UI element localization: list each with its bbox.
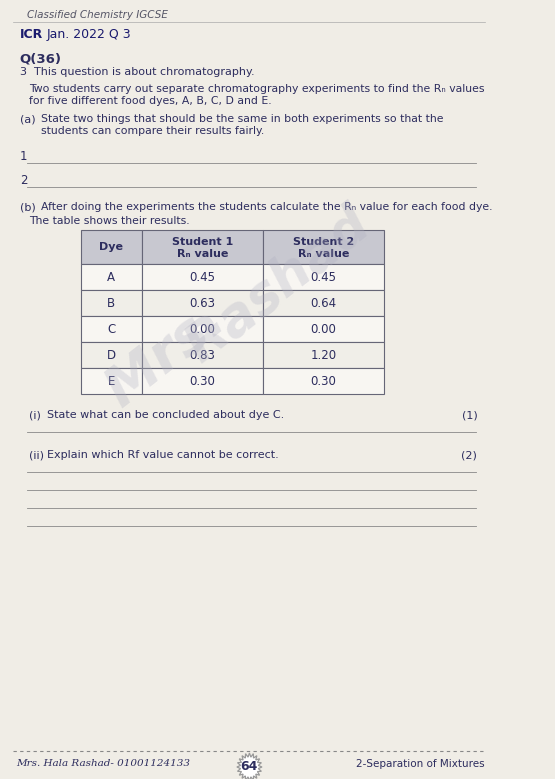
Text: 0.30: 0.30 (310, 375, 336, 387)
Text: Two students carry out separate chromatography experiments to find the Rₙ values: Two students carry out separate chromato… (29, 84, 484, 94)
Bar (142, 230, 263, 264)
Bar (142, 290, 263, 316)
Text: Mrs.: Mrs. (95, 291, 236, 418)
Text: A: A (107, 270, 115, 284)
Bar (81, 368, 142, 394)
Bar (81, 342, 142, 368)
Text: 0.00: 0.00 (310, 323, 336, 336)
Text: After doing the experiments the students calculate the Rₙ value for each food dy: After doing the experiments the students… (41, 202, 493, 212)
Text: 3  This question is about chromatography.: 3 This question is about chromatography. (20, 67, 254, 77)
Bar (263, 342, 384, 368)
Text: Student 2: Student 2 (293, 237, 354, 247)
Text: 2-Separation of Mixtures: 2-Separation of Mixtures (356, 759, 485, 769)
Bar (142, 316, 263, 342)
Text: State two things that should be the same in both experiments so that the: State two things that should be the same… (41, 114, 444, 124)
Text: 0.83: 0.83 (189, 348, 215, 361)
Bar (263, 230, 384, 264)
Text: E: E (108, 375, 115, 387)
Bar (81, 316, 142, 342)
Text: (1): (1) (462, 410, 477, 420)
Text: C: C (107, 323, 115, 336)
Text: (a): (a) (20, 114, 36, 124)
Text: B: B (107, 297, 115, 309)
Text: Classified Chemistry IGCSE: Classified Chemistry IGCSE (27, 10, 168, 20)
Text: State what can be concluded about dye C.: State what can be concluded about dye C. (47, 410, 284, 420)
Text: 0.45: 0.45 (189, 270, 215, 284)
Text: for five different food dyes, A, B, C, D and E.: for five different food dyes, A, B, C, D… (29, 96, 271, 106)
Text: 64: 64 (241, 760, 258, 774)
Bar (263, 264, 384, 290)
Text: Student 1: Student 1 (171, 237, 233, 247)
Text: 0.45: 0.45 (310, 270, 336, 284)
Bar (142, 342, 263, 368)
Text: 1.20: 1.20 (310, 348, 336, 361)
Text: Q(36): Q(36) (20, 52, 62, 65)
Text: Dye: Dye (99, 242, 123, 252)
Text: 0.00: 0.00 (189, 323, 215, 336)
Text: Rₙ value: Rₙ value (298, 249, 349, 259)
Bar (81, 290, 142, 316)
Bar (81, 230, 142, 264)
Text: (i): (i) (29, 410, 41, 420)
Bar (263, 368, 384, 394)
Text: ICR: ICR (20, 28, 43, 41)
Text: 0.30: 0.30 (189, 375, 215, 387)
Text: Rashad: Rashad (176, 197, 380, 372)
Bar (263, 316, 384, 342)
Text: (ii): (ii) (29, 450, 44, 460)
Bar (142, 264, 263, 290)
Text: Explain which Rf value cannot be correct.: Explain which Rf value cannot be correct… (47, 450, 279, 460)
Text: Jan. 2022 Q 3: Jan. 2022 Q 3 (47, 28, 132, 41)
Text: The table shows their results.: The table shows their results. (29, 216, 189, 226)
Text: 0.64: 0.64 (310, 297, 336, 309)
Text: 2: 2 (20, 174, 27, 187)
Polygon shape (237, 753, 262, 779)
Bar (81, 264, 142, 290)
Text: (b): (b) (20, 202, 36, 212)
Text: 1: 1 (20, 150, 27, 163)
Text: students can compare their results fairly.: students can compare their results fairl… (41, 126, 265, 136)
Text: D: D (107, 348, 116, 361)
Text: 0.63: 0.63 (189, 297, 215, 309)
Bar (263, 290, 384, 316)
Text: Rₙ value: Rₙ value (176, 249, 228, 259)
Text: (2): (2) (461, 450, 477, 460)
Text: Mrs. Hala Rashad- 01001124133: Mrs. Hala Rashad- 01001124133 (16, 759, 190, 768)
Bar (142, 368, 263, 394)
